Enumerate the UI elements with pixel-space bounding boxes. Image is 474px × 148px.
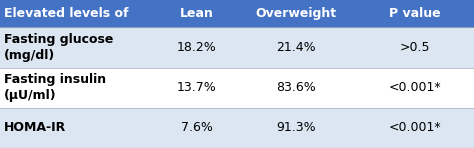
Text: 7.6%: 7.6% (181, 121, 213, 134)
Text: Overweight: Overweight (255, 7, 337, 20)
Text: <0.001*: <0.001* (388, 81, 441, 94)
Text: Elevated levels of: Elevated levels of (4, 7, 128, 20)
Bar (356, 0, 474, 27)
Text: >0.5: >0.5 (400, 41, 430, 54)
Text: HOMA-IR: HOMA-IR (4, 121, 66, 134)
Text: 83.6%: 83.6% (276, 81, 316, 94)
Text: Lean: Lean (180, 7, 214, 20)
Text: Fasting glucose
(mg/dl): Fasting glucose (mg/dl) (4, 33, 113, 62)
Bar (156, 0, 237, 27)
Bar (0, 27, 474, 68)
Bar (237, 0, 356, 27)
Bar (0, 68, 474, 108)
Text: 91.3%: 91.3% (276, 121, 316, 134)
Text: 21.4%: 21.4% (276, 41, 316, 54)
Bar (0, 108, 474, 148)
Text: 18.2%: 18.2% (177, 41, 217, 54)
Bar (0, 0, 156, 27)
Text: P value: P value (389, 7, 440, 20)
Text: Fasting insulin
(μU/ml): Fasting insulin (μU/ml) (4, 73, 106, 102)
Text: 13.7%: 13.7% (177, 81, 217, 94)
Text: <0.001*: <0.001* (388, 121, 441, 134)
